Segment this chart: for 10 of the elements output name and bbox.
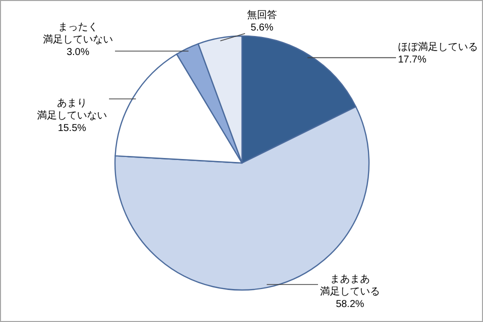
data-label: 3.0%: [66, 47, 90, 58]
slice-label: まったく満足していない: [43, 22, 113, 46]
data-label: 58.2%: [336, 299, 364, 310]
data-label: 5.6%: [250, 22, 274, 34]
slice-label: ほぼ満足している: [398, 41, 478, 53]
data-label: 15.5%: [58, 123, 86, 134]
slice-label: まあまあ満足している: [320, 274, 380, 298]
data-label: 17.7%: [398, 54, 426, 66]
slice-label: 無回答: [247, 9, 277, 21]
slice-label: あまり満足していない: [37, 98, 107, 122]
